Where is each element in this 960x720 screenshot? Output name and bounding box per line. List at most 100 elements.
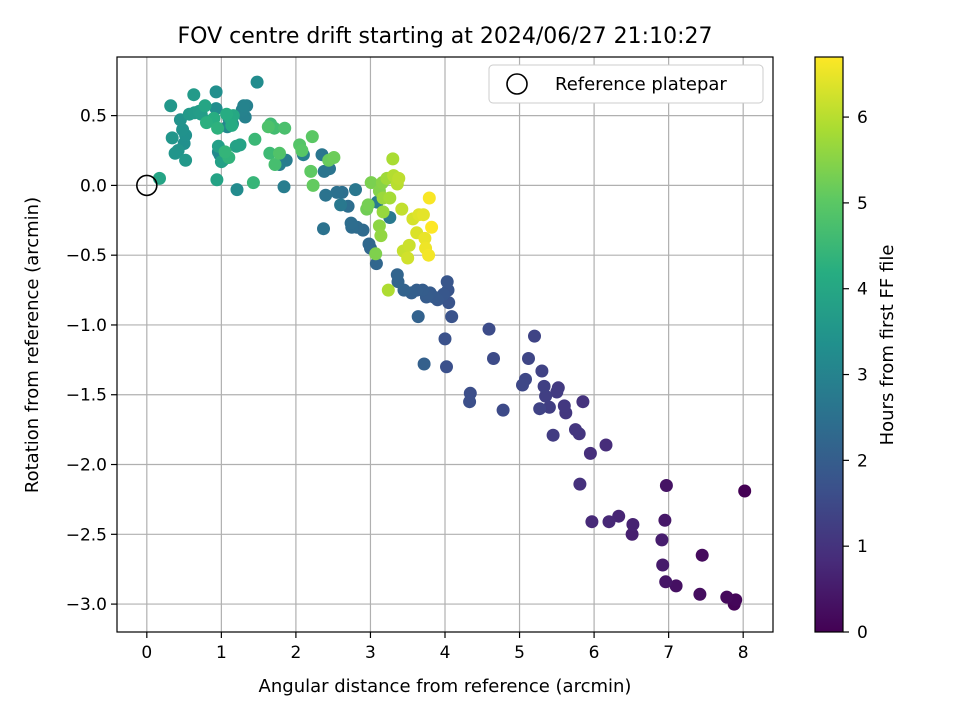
data-point xyxy=(225,118,239,132)
y-tick-label: −2.5 xyxy=(66,525,107,545)
data-point xyxy=(263,146,277,160)
data-point xyxy=(277,180,291,194)
data-point xyxy=(165,131,179,145)
data-point xyxy=(438,332,452,346)
data-point xyxy=(669,579,683,593)
data-point xyxy=(248,132,262,146)
data-point xyxy=(612,509,626,523)
data-point xyxy=(720,590,734,604)
data-point xyxy=(233,138,247,152)
data-point xyxy=(569,423,582,437)
y-tick-label: −1.0 xyxy=(66,316,107,336)
data-point xyxy=(319,188,333,202)
data-point xyxy=(583,446,597,460)
data-point xyxy=(738,484,752,498)
data-point xyxy=(220,107,234,121)
data-point xyxy=(535,364,549,378)
data-point xyxy=(317,164,331,178)
x-tick-label: 0 xyxy=(141,643,152,663)
data-point xyxy=(557,399,571,413)
data-point xyxy=(383,191,397,205)
colorbar-tick-label: 5 xyxy=(857,194,868,214)
data-point xyxy=(395,202,409,216)
data-point xyxy=(496,403,510,417)
data-point xyxy=(168,146,182,160)
data-point xyxy=(573,477,587,491)
data-point xyxy=(386,152,400,166)
data-point xyxy=(482,322,496,336)
x-tick-label: 4 xyxy=(440,643,451,663)
colorbar-ticks: 0 1 2 3 4 5 6 xyxy=(843,108,868,643)
data-point xyxy=(200,116,213,130)
data-point xyxy=(656,558,670,572)
data-point xyxy=(416,208,430,222)
data-point xyxy=(390,268,404,282)
colorbar-tick-label: 0 xyxy=(857,623,868,643)
data-point xyxy=(411,310,425,324)
data-point xyxy=(585,515,599,529)
data-point xyxy=(392,171,406,185)
data-point xyxy=(599,438,613,452)
data-point xyxy=(305,130,319,144)
data-point xyxy=(164,99,178,113)
data-point xyxy=(626,518,640,531)
data-point xyxy=(210,173,224,187)
data-point xyxy=(401,251,415,265)
data-point xyxy=(330,185,344,199)
data-point xyxy=(344,216,358,230)
data-point xyxy=(550,385,564,399)
x-tick-label: 6 xyxy=(589,643,600,663)
data-point xyxy=(273,146,286,160)
legend-box xyxy=(488,64,764,104)
data-point xyxy=(693,587,707,601)
y-axis-label: Rotation from reference (arcmin) xyxy=(22,197,43,493)
colorbar-tick-label: 2 xyxy=(857,451,868,471)
data-point xyxy=(445,310,459,324)
colorbar-tick-label: 3 xyxy=(857,366,868,386)
x-tick-label: 8 xyxy=(738,643,749,663)
data-point xyxy=(659,575,673,589)
data-point xyxy=(179,153,193,167)
data-point xyxy=(528,329,541,343)
x-axis-label: Angular distance from reference (arcmin) xyxy=(259,676,632,697)
y-axis-ticks: −3.0 −2.5 −2.0 −1.5 −1.0 −0.5 0.0 0.5 xyxy=(66,107,117,615)
data-point xyxy=(537,379,551,393)
data-point xyxy=(334,198,348,212)
y-tick-label: −0.5 xyxy=(66,246,107,266)
data-point xyxy=(237,99,251,113)
data-point xyxy=(658,513,672,527)
y-tick-label: 0.0 xyxy=(80,176,107,196)
data-points xyxy=(153,75,752,611)
grid-lines xyxy=(117,57,773,632)
data-point xyxy=(487,352,500,365)
data-point xyxy=(261,120,275,134)
data-point xyxy=(349,183,362,197)
colorbar xyxy=(814,56,844,633)
data-point xyxy=(542,400,556,414)
colorbar-tick-label: 4 xyxy=(857,280,868,300)
legend-entry: Reference platepar xyxy=(555,74,727,95)
data-point xyxy=(374,229,388,243)
data-point xyxy=(317,222,330,236)
data-point xyxy=(362,237,376,251)
data-point xyxy=(295,144,309,157)
data-point xyxy=(546,428,560,442)
data-point xyxy=(187,88,201,102)
y-tick-label: −2.0 xyxy=(66,456,107,476)
legend: Reference platepar xyxy=(488,64,764,104)
data-point xyxy=(246,176,260,190)
data-point xyxy=(278,121,292,135)
data-point xyxy=(176,123,190,137)
data-point xyxy=(440,275,454,289)
data-point xyxy=(369,257,383,271)
data-point xyxy=(516,378,529,392)
x-tick-label: 3 xyxy=(365,643,376,663)
x-tick-label: 2 xyxy=(290,643,301,663)
data-point xyxy=(463,395,477,409)
data-point xyxy=(211,121,225,135)
colorbar-tick-label: 1 xyxy=(857,537,868,557)
data-point xyxy=(418,231,432,245)
data-point xyxy=(522,352,535,365)
reference-marker xyxy=(136,174,158,197)
data-point xyxy=(422,248,436,262)
